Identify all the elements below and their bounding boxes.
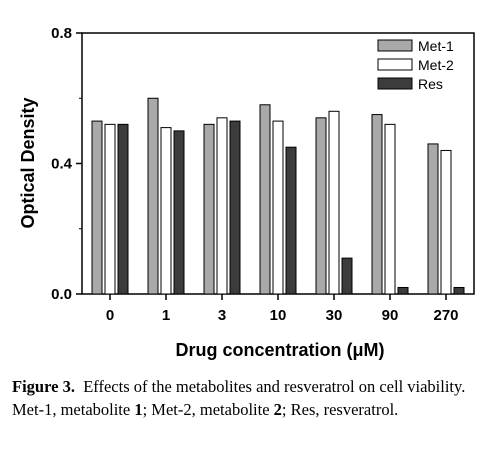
bar-met-2-3 [216, 117, 228, 295]
legend-swatch-res [377, 77, 413, 90]
bar-res-90 [397, 286, 409, 295]
bar-met-1-3 [203, 123, 215, 295]
caption-part: 2 [273, 400, 282, 419]
bar-res-270 [453, 286, 465, 295]
x-tick-label: 3 [218, 307, 226, 324]
bar-res-30 [341, 257, 353, 295]
bar-met-2-270 [440, 149, 452, 295]
x-tick-label: 90 [382, 307, 399, 324]
legend-label-met-1: Met-1 [418, 38, 454, 54]
y-tick-label: 0.4 [51, 156, 73, 173]
x-tick-label: 270 [433, 307, 458, 324]
x-tick-label: 0 [106, 307, 114, 324]
bar-met-1-10 [259, 104, 271, 295]
caption-part: ; Res, resveratrol. [281, 400, 399, 419]
caption-label: Figure 3. [12, 377, 75, 396]
bar-res-0 [117, 123, 129, 295]
legend-label-res: Res [418, 76, 443, 92]
caption-part: ; Met-2, metabolite [142, 400, 274, 419]
bar-met-2-1 [160, 127, 172, 295]
x-tick-label: 10 [270, 307, 287, 324]
bar-res-10 [285, 146, 297, 295]
legend-swatch-met-2 [377, 58, 413, 71]
bar-met-1-30 [315, 117, 327, 295]
y-tick-label: 0.0 [51, 286, 72, 303]
bar-met-2-0 [104, 123, 116, 295]
caption-part: Effects of the metabolites and resveratr… [12, 377, 466, 419]
bar-met-1-90 [371, 114, 383, 295]
figure-caption: Figure 3. Effects of the metabolites and… [12, 375, 482, 421]
caption-body: Effects of the metabolites and resveratr… [12, 377, 465, 419]
bar-met-2-90 [384, 123, 396, 295]
legend-swatch-met-1 [377, 39, 413, 52]
bar-chart: 0.0 0.4 0.8 0 1 3 10 30 90 270 Met-1 Met-2 Res Opti… [18, 25, 475, 360]
y-axis-title: Optical Density [18, 97, 38, 228]
x-axis-title: Drug concentration (μM) [175, 340, 384, 360]
bar-res-3 [229, 120, 241, 295]
bar-met-1-0 [91, 120, 103, 295]
x-tick-label: 1 [162, 307, 170, 324]
legend-label-met-2: Met-2 [418, 57, 454, 73]
bar-res-1 [173, 130, 185, 295]
bar-met-2-10 [272, 120, 284, 295]
bar-met-1-270 [427, 143, 439, 295]
y-tick-label: 0.8 [51, 25, 72, 42]
caption-part: 1 [134, 400, 143, 419]
bar-met-2-30 [328, 110, 340, 295]
x-tick-label: 30 [326, 307, 343, 324]
bar-met-1-1 [147, 97, 159, 295]
